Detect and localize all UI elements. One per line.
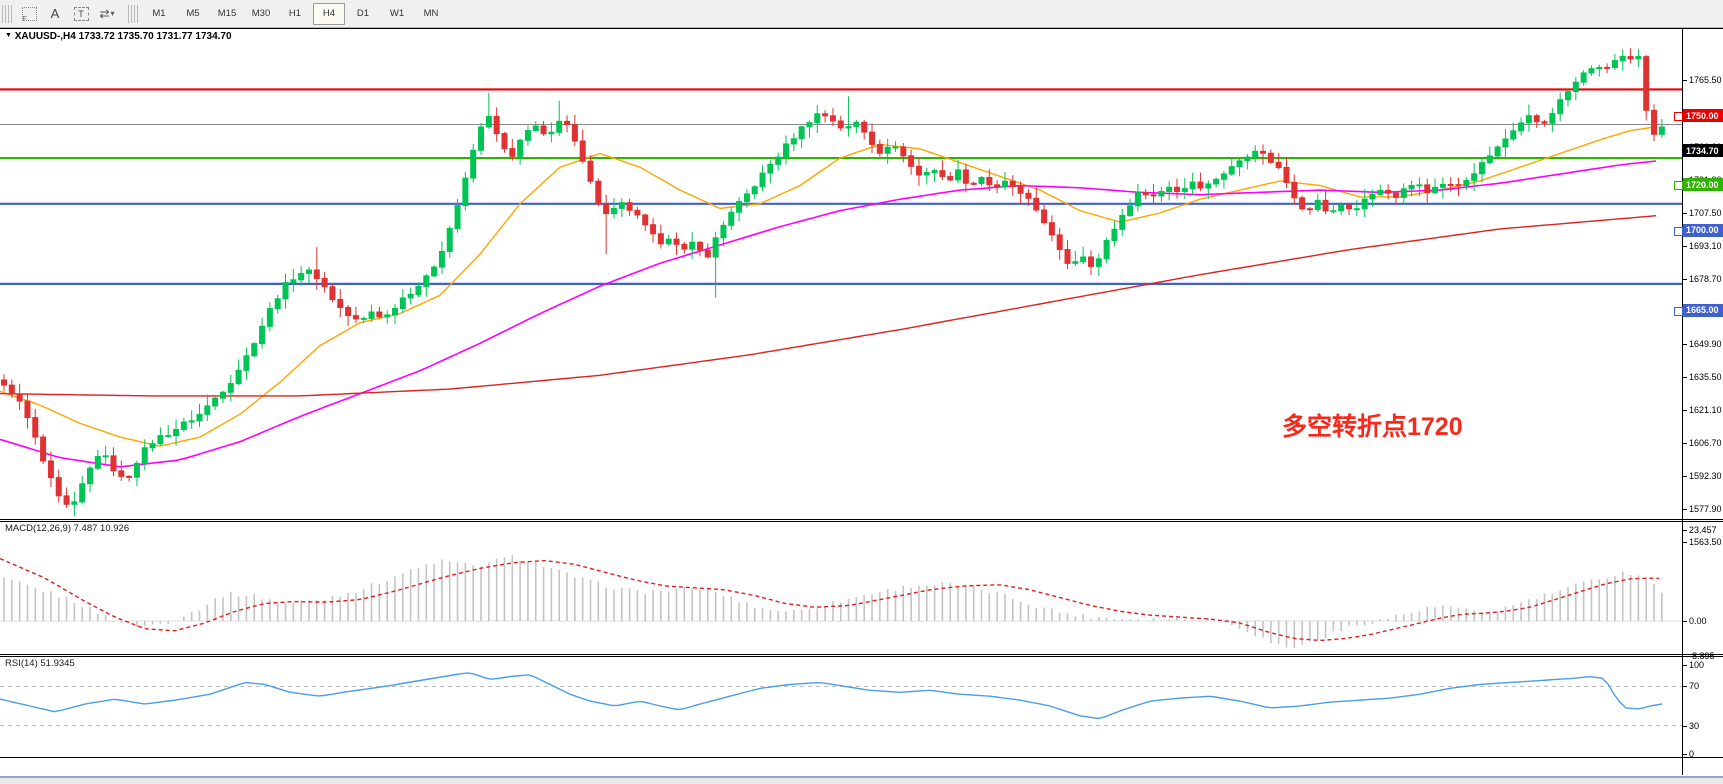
macd-tick-label: -8.895: [1689, 650, 1715, 661]
tf-button-H4[interactable]: H4: [313, 2, 345, 25]
chart-frame: ▼ XAUUSD-,H4 1733.72 1735.70 1731.77 173…: [0, 28, 1723, 775]
rsi-panel[interactable]: [0, 656, 1723, 758]
indicator-grid-icon[interactable]: F: [17, 3, 41, 25]
toolbar: F A T ⇄ ▾ M1 M5 M15 M30 H1 H4 D1 W1 MN: [0, 0, 1723, 28]
toolbar-separator-handle[interactable]: [128, 4, 138, 23]
price-tick-label: 1693.10: [1689, 240, 1722, 251]
rsi-canvas[interactable]: [0, 657, 1682, 755]
toolbar-drag-handle[interactable]: [2, 4, 12, 23]
tf-button-M30[interactable]: M30: [251, 8, 271, 19]
rsi-tick-label: 30: [1689, 720, 1700, 731]
price-tick-mark: [1682, 410, 1687, 412]
rsi-tick-label: 0: [1689, 749, 1695, 759]
chart-annotation-text: 多空转折点1720: [1282, 413, 1463, 441]
price-tick-label: 1765.50: [1689, 75, 1722, 85]
rsi-tick-mark: [1682, 754, 1687, 755]
price-tick-mark: [1682, 278, 1687, 280]
tf-button-H1[interactable]: H1: [288, 8, 302, 19]
price-tick-mark: [1682, 377, 1687, 379]
rsi-tick-mark: [1682, 725, 1687, 727]
tf-button-MN[interactable]: MN: [423, 8, 439, 19]
macd-tick-mark: [1682, 529, 1687, 531]
price-tick-label: 1707.50: [1689, 207, 1722, 218]
tf-button-W1[interactable]: W1: [389, 8, 405, 19]
price-tick-mark: [1682, 509, 1687, 511]
tf-button-D1[interactable]: D1: [356, 8, 370, 19]
macd-tick-label: 0.00: [1689, 616, 1707, 626]
price-tick-mark: [1682, 476, 1687, 478]
macd-tick-mark: [1682, 621, 1687, 622]
price-tick-label: 1621.10: [1689, 405, 1722, 416]
hline-price-label: 1720.00: [1683, 178, 1723, 192]
tf-button-M5[interactable]: M5: [186, 8, 200, 19]
price-tick-label: 1592.30: [1689, 471, 1722, 482]
text-label-icon[interactable]: T: [69, 3, 93, 25]
hline-price-label: 1700.00: [1683, 223, 1723, 237]
text-a-icon[interactable]: A: [50, 6, 60, 21]
hline-anchor-square[interactable]: [1674, 306, 1683, 316]
rsi-tick-label: 70: [1689, 681, 1700, 692]
price-tick-mark: [1682, 245, 1687, 247]
price-tick-mark: [1682, 443, 1687, 445]
hline-price-label: 1750.00: [1683, 109, 1723, 123]
macd-canvas[interactable]: [0, 522, 1682, 652]
main-chart-panel[interactable]: [0, 28, 1723, 520]
hline-price-label: 1665.00: [1683, 303, 1723, 317]
price-tick-mark: [1682, 344, 1687, 346]
price-tick-mark: [1682, 80, 1687, 81]
current-price-label: 1734.70: [1683, 144, 1723, 158]
main-chart-canvas[interactable]: [0, 29, 1682, 519]
rsi-label: RSI(14) 51.9345: [5, 658, 75, 669]
symbol-ohlc-text: XAUUSD-,H4 1733.72 1735.70 1731.77 1734.…: [14, 31, 232, 42]
hline-anchor-square[interactable]: [1674, 226, 1683, 236]
hline-anchor-square[interactable]: [1674, 181, 1683, 191]
price-tick-label: 1635.50: [1689, 372, 1722, 383]
macd-label: MACD(12,26,9) 7.487 10.926: [5, 523, 130, 534]
macd-panel[interactable]: [0, 521, 1723, 655]
symbol-expander-icon[interactable]: ▼: [5, 32, 12, 39]
rsi-tick-mark: [1682, 686, 1687, 688]
dropdown-caret-icon[interactable]: ▾: [110, 9, 115, 18]
macd-tick-label: 23.457: [1689, 524, 1717, 535]
price-tick-label: 1678.70: [1689, 273, 1722, 284]
rsi-tick-label: 100: [1689, 660, 1705, 670]
price-tick-label: 1563.50: [1689, 536, 1722, 547]
timeframe-button-group: M1 M5 M15 M30 H1 H4 D1 W1 MN: [142, 2, 448, 25]
tf-button-M15[interactable]: M15: [217, 8, 237, 19]
cursor-arrows-icon[interactable]: ⇄ ▾: [99, 6, 115, 21]
rsi-tick-mark: [1682, 665, 1687, 666]
bottom-window-edge: [0, 776, 1723, 784]
price-tick-label: 1606.70: [1689, 438, 1722, 449]
symbol-ohlc-line[interactable]: ▼ XAUUSD-,H4 1733.72 1735.70 1731.77 173…: [5, 31, 232, 42]
macd-tick-mark: [1682, 655, 1687, 657]
tf-button-M1[interactable]: M1: [152, 8, 166, 19]
hline-anchor-square[interactable]: [1674, 112, 1683, 122]
price-tick-mark: [1682, 212, 1687, 214]
price-axis-border: [1682, 28, 1683, 775]
price-tick-mark: [1682, 541, 1687, 543]
price-tick-label: 1649.90: [1689, 339, 1722, 350]
price-tick-label: 1577.90: [1689, 504, 1722, 515]
